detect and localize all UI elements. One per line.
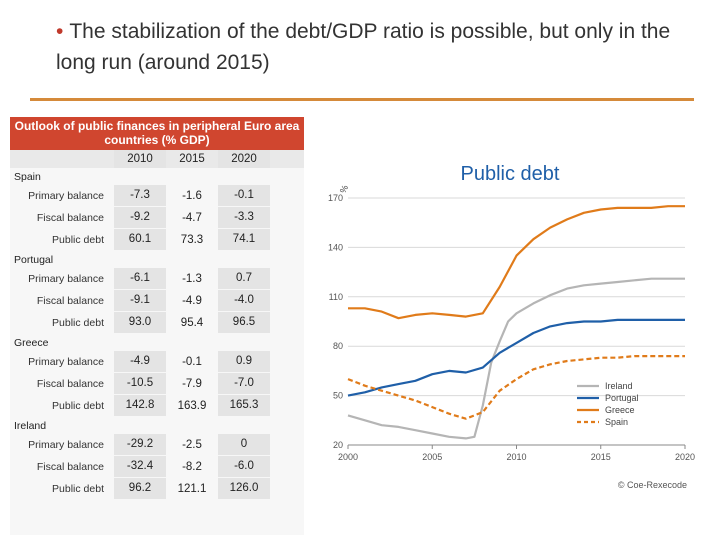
header-year-2015: 2015 xyxy=(179,153,205,165)
table-cell: -4.9 xyxy=(114,351,166,372)
table-row: Primary balance -4.9 -0.1 0.9 xyxy=(10,351,304,372)
table-cell: 95.4 xyxy=(180,316,204,329)
table-cell: -1.3 xyxy=(182,272,202,285)
x-tick-label: 2015 xyxy=(591,452,611,462)
country-heading-greece: Greece xyxy=(14,337,49,349)
chart-title: Public debt xyxy=(461,163,560,185)
table-cell: -4.7 xyxy=(182,211,202,224)
table-cell: -1.6 xyxy=(182,189,202,202)
legend-label: Spain xyxy=(605,417,628,427)
row-label: Public debt xyxy=(52,233,104,246)
row-label: Primary balance xyxy=(28,438,104,451)
y-tick-label: 80 xyxy=(333,341,343,351)
table-row: Primary balance -7.3 -1.6 -0.1 xyxy=(10,185,304,206)
table-cell: -7.3 xyxy=(114,185,166,206)
table-body: Spain Primary balance -7.3 -1.6 -0.1 Fiscal b… xyxy=(10,168,304,499)
table-row: Fiscal balance -9.1 -4.9 -4.0 xyxy=(10,290,304,311)
header-year-2010: 2010 xyxy=(114,150,166,168)
x-tick-label: 2020 xyxy=(675,452,695,462)
table-cell: -0.1 xyxy=(182,355,202,368)
table-cell: 0 xyxy=(218,434,270,455)
public-debt-chart-svg: Public debt% 20 50 80 110 140 170 2000 2005 2010 2… xyxy=(328,163,695,490)
table-cell: -0.1 xyxy=(218,185,270,206)
series-line-portugal xyxy=(347,318,685,397)
table-cell: -7.9 xyxy=(182,377,202,390)
divider-rule xyxy=(30,98,694,101)
series-line-greece xyxy=(348,205,685,320)
table-row: Public debt 96.2 121.1 126.0 xyxy=(10,478,304,499)
table-row: Fiscal balance -9.2 -4.7 -3.3 xyxy=(10,207,304,228)
table-cell: -8.2 xyxy=(182,460,202,473)
table-row: Public debt 142.8 163.9 165.3 xyxy=(10,395,304,416)
table-row: Primary balance -29.2 -2.5 0 xyxy=(10,434,304,455)
row-label: Public debt xyxy=(52,316,104,329)
row-label: Fiscal balance xyxy=(36,377,104,390)
table-cell: -7.0 xyxy=(218,373,270,394)
row-label: Public debt xyxy=(52,399,104,412)
legend-label: Portugal xyxy=(605,393,639,403)
table-cell: 60.1 xyxy=(114,229,166,250)
legend-label: Ireland xyxy=(605,381,633,391)
table-cell: -6.1 xyxy=(114,268,166,289)
legend-label: Greece xyxy=(605,405,635,415)
country-heading-portugal: Portugal xyxy=(14,254,54,266)
table-row: Fiscal balance -10.5 -7.9 -7.0 xyxy=(10,373,304,394)
fiscal-outlook-table: Outlook of public finances in peripheral… xyxy=(10,117,304,535)
table-cell: -32.4 xyxy=(114,456,166,477)
row-label: Public debt xyxy=(52,482,104,495)
row-label: Fiscal balance xyxy=(36,294,104,307)
table-cell: -9.1 xyxy=(114,290,166,311)
public-debt-chart: Public debt% 20 50 80 110 140 170 2000 2005 2010 2… xyxy=(315,150,715,535)
table-cell: 74.1 xyxy=(218,229,270,250)
table-row: Fiscal balance -32.4 -8.2 -6.0 xyxy=(10,456,304,477)
table-row: Primary balance -6.1 -1.3 0.7 xyxy=(10,268,304,289)
y-tick-label: 140 xyxy=(328,242,343,252)
table-cell: 165.3 xyxy=(218,395,270,416)
headline: • The stabilization of the debt/GDP ratio… xyxy=(56,16,696,78)
table-cell: -4.9 xyxy=(182,294,202,307)
country-heading-ireland: Ireland xyxy=(14,420,47,432)
header-year-2020: 2020 xyxy=(218,150,270,168)
y-axis-label: % xyxy=(338,183,350,194)
table-cell: -2.5 xyxy=(182,438,202,451)
table-cell: 121.1 xyxy=(177,482,207,495)
y-tick-label: 50 xyxy=(333,391,343,401)
row-label: Primary balance xyxy=(28,272,104,285)
x-tick-label: 2005 xyxy=(422,452,442,462)
y-tick-label: 170 xyxy=(328,193,343,203)
series-line-ireland xyxy=(347,277,685,440)
table-cell: -29.2 xyxy=(114,434,166,455)
table-cell: 96.2 xyxy=(114,478,166,499)
series-line-spain xyxy=(347,355,685,420)
table-cell: 0.7 xyxy=(218,268,270,289)
row-label: Fiscal balance xyxy=(36,211,104,224)
table-cell: 142.8 xyxy=(114,395,166,416)
x-tick-label: 2010 xyxy=(506,452,526,462)
chart-credit: © Coe-Rexecode xyxy=(618,480,687,490)
table-row: Public debt 93.0 95.4 96.5 xyxy=(10,312,304,333)
headline-text: The stabilization of the debt/GDP ratio … xyxy=(56,20,671,74)
y-tick-label: 20 xyxy=(333,440,343,450)
table-cell: 0.9 xyxy=(218,351,270,372)
table-cell: -4.0 xyxy=(218,290,270,311)
table-cell: 93.0 xyxy=(114,312,166,333)
table-cell: -10.5 xyxy=(114,373,166,394)
country-heading-spain: Spain xyxy=(14,171,41,183)
table-header-row: 2010 2015 2020 xyxy=(10,150,304,168)
table-cell: -6.0 xyxy=(218,456,270,477)
table-cell: 73.3 xyxy=(180,233,204,246)
table-title: Outlook of public finances in peripheral… xyxy=(10,117,304,150)
row-label: Primary balance xyxy=(28,355,104,368)
row-label: Primary balance xyxy=(28,189,104,202)
table-cell: 96.5 xyxy=(218,312,270,333)
table-cell: 126.0 xyxy=(218,478,270,499)
x-tick-label: 2000 xyxy=(338,452,358,462)
table-row: Public debt 60.1 73.3 74.1 xyxy=(10,229,304,250)
bullet: • xyxy=(56,20,64,43)
y-tick-label: 110 xyxy=(329,292,343,302)
table-cell: 163.9 xyxy=(177,399,207,412)
table-cell: -9.2 xyxy=(114,207,166,228)
table-cell: -3.3 xyxy=(218,207,270,228)
row-label: Fiscal balance xyxy=(36,460,104,473)
